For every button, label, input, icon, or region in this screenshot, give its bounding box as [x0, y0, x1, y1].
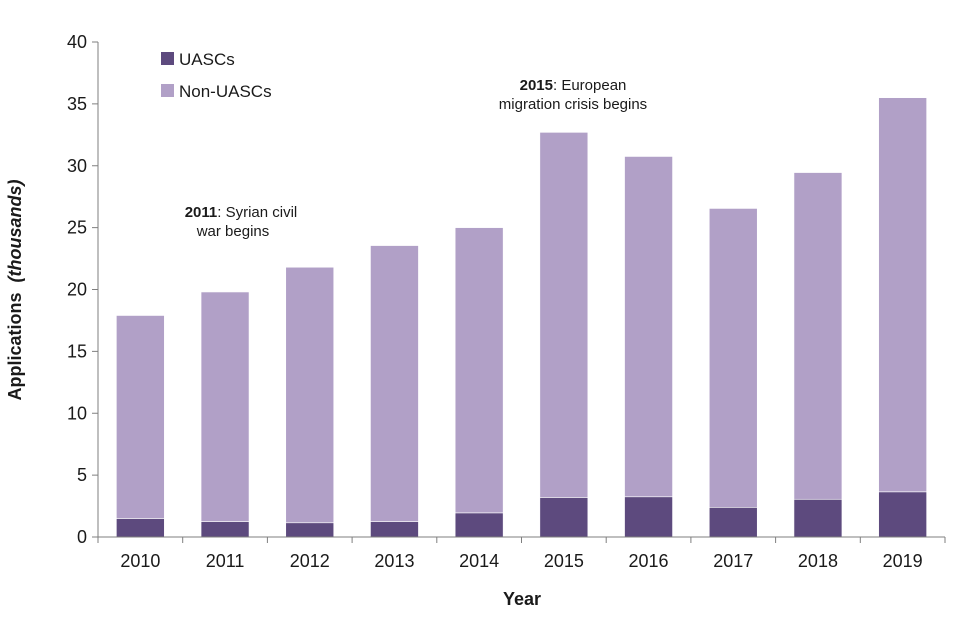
bar-uascs-2011: [200, 521, 250, 538]
x-tick-label: 2010: [120, 551, 160, 571]
x-tick-label: 2011: [206, 551, 245, 571]
y-tick-label: 40: [67, 32, 87, 52]
annotation-2015-line2: migration crisis begins: [499, 96, 647, 113]
annotation-2011-line2: war begins: [196, 223, 270, 240]
y-axis-title: Applications (thousands): [5, 179, 25, 400]
bar-uascs-2016: [624, 496, 673, 538]
x-tick-label: 2017: [713, 551, 753, 571]
bar-non-uascs-2019: [878, 97, 927, 493]
y-tick-label: 0: [77, 527, 87, 547]
bar-non-uascs-2014: [454, 227, 504, 514]
y-tick-label: 20: [67, 280, 87, 300]
bar-non-uascs-2011: [200, 291, 250, 522]
bar-non-uascs-2017: [708, 208, 758, 508]
y-tick-label: 15: [67, 341, 87, 361]
y-axis: 0 5 10 15 20 25 30 35 40: [67, 32, 99, 547]
bars-group: [116, 97, 927, 538]
y-tick-label: 25: [67, 218, 87, 238]
legend-swatch-non-uascs: [161, 84, 174, 97]
bar-uascs-2018: [793, 498, 843, 538]
y-tick-label: 35: [67, 94, 87, 114]
bar-non-uascs-2013: [370, 245, 419, 522]
annotation-2015-line1: : European: [553, 77, 626, 94]
x-tick-label: 2015: [544, 551, 584, 571]
bar-uascs-2015: [539, 497, 589, 538]
x-axis-title: Year: [503, 589, 541, 609]
annotation-2011-line1: : Syrian civil: [217, 204, 297, 221]
x-tick-label: 2014: [459, 551, 499, 571]
x-tick-label: 2012: [290, 551, 330, 571]
bar-non-uascs-2016: [624, 156, 673, 498]
y-axis-title-main: Applications: [5, 293, 25, 401]
x-tick-label: 2019: [883, 551, 923, 571]
x-axis: 2010 2011 2012 2013 2014 2015 2016 2017 2018 2019: [97, 536, 946, 571]
y-tick-label: 5: [77, 465, 87, 485]
bar-uascs-2019: [878, 491, 927, 538]
bar-uascs-2013: [370, 521, 419, 538]
y-tick-label: 10: [67, 403, 87, 423]
legend-label-non-uascs: Non-UASCs: [179, 82, 272, 101]
annotation-2015: 2015: European migration crisis begins: [499, 77, 647, 113]
legend-swatch-uascs: [161, 52, 174, 65]
svg-text:2015: European: 2015: European: [520, 77, 627, 94]
bar-non-uascs-2012: [285, 266, 335, 524]
bar-non-uascs-2010: [116, 315, 165, 519]
bar-non-uascs-2018: [793, 172, 843, 500]
y-axis-title-italic: (thousands): [5, 179, 25, 282]
annotation-2011-year: 2011: [185, 204, 218, 221]
svg-text:2011: Syrian civil: 2011: Syrian civil: [185, 204, 298, 221]
y-tick-label: 30: [67, 156, 87, 176]
bar-uascs-2014: [454, 512, 504, 538]
annotation-2015-year: 2015: [520, 77, 553, 94]
annotation-2011: 2011: Syrian civil war begins: [185, 204, 298, 240]
bar-uascs-2017: [708, 506, 758, 538]
x-tick-label: 2013: [374, 551, 414, 571]
bar-uascs-2010: [116, 518, 165, 538]
bar-non-uascs-2015: [539, 132, 589, 498]
x-tick-label: 2018: [798, 551, 838, 571]
legend-label-uascs: UASCs: [179, 50, 235, 69]
x-tick-label: 2016: [629, 551, 669, 571]
bar-uascs-2012: [285, 522, 335, 538]
legend: UASCs Non-UASCs: [161, 50, 272, 101]
